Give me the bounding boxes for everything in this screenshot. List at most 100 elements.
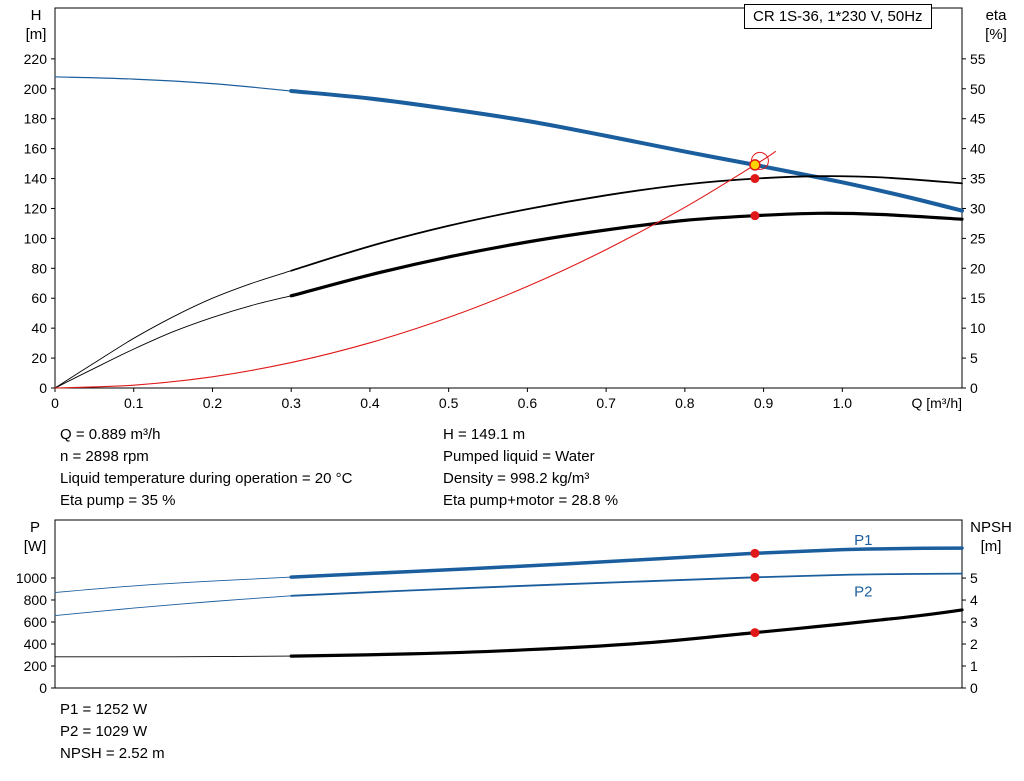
x-tick-label: 0 — [51, 395, 59, 411]
curve-eta-pump-plus-motor — [289, 211, 964, 298]
y-left-tick-label: 220 — [24, 51, 48, 67]
y-left-tick-label: 40 — [31, 320, 47, 336]
y-right-tick-label: 0 — [970, 380, 978, 396]
x-axis-title: Q [m³/h] — [911, 395, 962, 411]
y-right-tick-label: 20 — [970, 260, 986, 276]
y-right-tick-label: 30 — [970, 200, 986, 216]
y-left-tick-label: 60 — [31, 290, 47, 306]
duty-point-dot — [750, 548, 760, 558]
y-right-tick-label: 0 — [970, 680, 978, 696]
y-right-tick-label: 3 — [970, 614, 978, 630]
npsh-axis-label: NPSH [m] — [962, 518, 1020, 556]
y-left-tick-label: 180 — [24, 111, 48, 127]
x-tick-label: 0.5 — [439, 395, 459, 411]
x-tick-label: 0.2 — [203, 395, 223, 411]
curve-duty-system-curve — [54, 151, 776, 389]
y-left-tick-label: 600 — [24, 614, 48, 630]
x-tick-label: 0.6 — [518, 395, 538, 411]
y-right-tick-label: 35 — [970, 171, 986, 187]
y-right-tick-label: 4 — [970, 592, 978, 608]
power-info-block: P1 = 1252 W P2 = 1029 W NPSH = 2.52 m — [60, 699, 165, 765]
y-left-tick-label: 120 — [24, 200, 48, 216]
y-left-tick-label: 80 — [31, 260, 47, 276]
curve-h-curve — [54, 76, 292, 92]
info-density: Density = 998.2 kg/m³ — [443, 470, 590, 487]
info-h: H = 149.1 m — [443, 426, 526, 443]
curve-eta-pump — [54, 270, 292, 389]
info-p1: P1 = 1252 W — [60, 701, 148, 718]
x-tick-label: 0.7 — [596, 395, 616, 411]
chart-bottom: 0 200 400 600 800 1000 0 1 2 3 4 5 P1 P2 — [16, 519, 978, 696]
operating-point-marker[interactable] — [749, 159, 761, 171]
curve-label-p2: P2 — [854, 584, 872, 601]
y-right-tick-label: 5 — [970, 570, 978, 586]
x-tick-label: 0.4 — [360, 395, 380, 411]
y-left-tick-label: 140 — [24, 171, 48, 187]
npsh-axis-letter: NPSH — [970, 519, 1012, 536]
duty-point-dot — [750, 174, 760, 184]
duty-point-dot — [750, 211, 760, 221]
curve-p1 — [54, 576, 292, 593]
y-right-tick-label: 10 — [970, 320, 986, 336]
curve-npsh — [54, 655, 292, 658]
curve-p2 — [54, 595, 292, 617]
info-q: Q = 0.889 m³/h — [60, 426, 161, 443]
x-tick-label: 0.1 — [124, 395, 144, 411]
curve-npsh — [289, 608, 964, 658]
chart-top: 0 20 40 60 80 100 120 140 160 180 200 220 0 5 10 15 20 25… — [24, 7, 986, 411]
info-npsh: NPSH = 2.52 m — [60, 745, 165, 762]
info-liquid-temperature: Liquid temperature during operation = 20… — [60, 470, 353, 487]
bottom-plot-area[interactable] — [54, 519, 963, 689]
y-left-tick-label: 20 — [31, 350, 47, 366]
x-tick-label: 0.8 — [675, 395, 695, 411]
duty-info-left-column: Q = 0.889 m³/h n = 2898 rpm Liquid tempe… — [60, 424, 352, 512]
y-left-tick-label: 200 — [24, 658, 48, 674]
curve-eta-pump-plus-motor — [54, 295, 292, 389]
eta-axis-unit: [%] — [985, 26, 1007, 43]
y-right-tick-label: 5 — [970, 350, 978, 366]
h-axis-letter: H — [30, 7, 42, 24]
y-left-tick-label: 0 — [39, 680, 47, 696]
top-plot-area[interactable] — [54, 7, 963, 389]
info-p2: P2 = 1029 W — [60, 723, 148, 740]
y-right-tick-label: 2 — [970, 636, 978, 652]
curve-eta-pump — [290, 175, 963, 272]
eta-axis-letter: eta — [985, 7, 1007, 24]
h-axis-unit: [m] — [25, 26, 47, 43]
npsh-axis-unit: [m] — [980, 538, 1002, 555]
curve-label-p1: P1 — [854, 532, 872, 549]
y-right-tick-label: 1 — [970, 658, 978, 674]
y-right-tick-label: 50 — [970, 81, 986, 97]
p-axis-unit: [W] — [23, 538, 47, 555]
eta-axis-label: eta [%] — [976, 6, 1016, 44]
y-left-tick-label: 100 — [24, 230, 48, 246]
duty-point-dot — [750, 572, 760, 582]
y-left-tick-label: 800 — [24, 592, 48, 608]
y-right-tick-label: 55 — [970, 51, 986, 67]
y-left-tick-label: 1000 — [16, 570, 47, 586]
y-right-tick-label: 15 — [970, 290, 986, 306]
y-left-tick-label: 160 — [24, 141, 48, 157]
y-right-tick-label: 25 — [970, 230, 986, 246]
pump-title-box: CR 1S-36, 1*230 V, 50Hz — [744, 4, 932, 29]
h-axis-label: H [m] — [20, 6, 52, 44]
duty-point-dot — [750, 628, 760, 638]
y-right-tick-label: 45 — [970, 111, 986, 127]
y-left-tick-label: 0 — [39, 380, 47, 396]
p-axis-label: P [W] — [18, 518, 52, 556]
x-tick-label: 0.9 — [754, 395, 774, 411]
y-right-tick-label: 40 — [970, 141, 986, 157]
info-eta-pump-motor: Eta pump+motor = 28.8 % — [443, 492, 619, 509]
y-left-tick-label: 200 — [24, 81, 48, 97]
p-axis-letter: P — [29, 519, 40, 536]
duty-info-right-column: H = 149.1 m Pumped liquid = Water Densit… — [443, 424, 618, 512]
curve-p1 — [289, 546, 964, 579]
x-tick-label: 1.0 — [833, 395, 853, 411]
curve-p2 — [290, 572, 963, 597]
y-left-tick-label: 400 — [24, 636, 48, 652]
x-tick-label: 0.3 — [281, 395, 301, 411]
info-n: n = 2898 rpm — [60, 448, 149, 465]
curve-h-curve — [289, 89, 964, 213]
